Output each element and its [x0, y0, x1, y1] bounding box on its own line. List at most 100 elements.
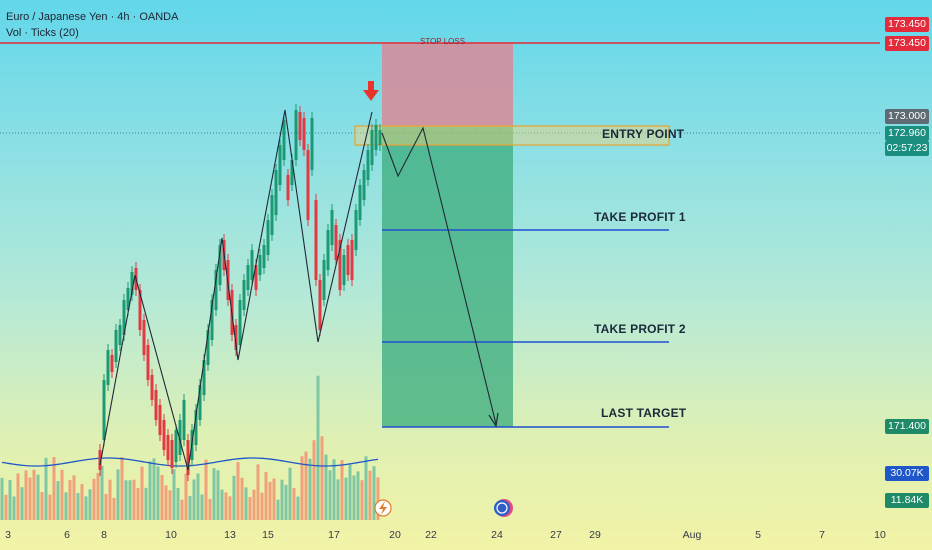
volume-bar: [76, 493, 80, 520]
volume-bar: [352, 475, 356, 520]
candle-body: [214, 270, 218, 310]
volume-bar: [32, 469, 36, 520]
projection-arrowhead: [488, 412, 499, 428]
candle-body: [210, 300, 214, 340]
volume-bar: [152, 458, 156, 520]
candle-body: [98, 450, 102, 470]
candle-body: [118, 325, 122, 345]
candle-body: [286, 175, 290, 200]
time-tick: 3: [5, 529, 11, 541]
candle-body: [106, 350, 110, 385]
time-tick: 27: [550, 529, 562, 541]
volume-bar: [96, 472, 100, 520]
time-tick: 10: [165, 529, 177, 541]
volume-bar: [132, 479, 136, 520]
volume-bar: [232, 475, 236, 520]
volume-bar: [144, 487, 148, 520]
candle-body: [330, 210, 334, 245]
candle-body: [370, 130, 374, 165]
candle-body: [366, 150, 370, 180]
volume-bar: [288, 467, 292, 520]
candle-body: [306, 150, 310, 220]
down-arrow-icon: [363, 81, 379, 101]
volume-bar: [88, 489, 92, 520]
candle-body: [290, 160, 294, 185]
candle-body: [182, 400, 186, 440]
time-tick: 8: [101, 529, 107, 541]
volume-bars: [0, 375, 380, 520]
volume-bar: [12, 496, 16, 520]
candle-body: [142, 320, 146, 355]
price-chart[interactable]: 173.600173.400173.200173.000172.800172.6…: [0, 0, 880, 522]
volume-bar: [336, 479, 340, 520]
volume-bar: [196, 473, 200, 520]
entry-zone-box[interactable]: [354, 125, 670, 146]
volume-bar: [4, 494, 8, 520]
candle-body: [242, 280, 246, 310]
time-tick: 5: [755, 529, 761, 541]
volume-bar: [300, 456, 304, 520]
volume-bar: [40, 492, 44, 520]
volume-bar: [348, 464, 352, 520]
stop-loss-zone[interactable]: [382, 43, 513, 127]
candle-body: [198, 385, 202, 420]
volume-bar: [312, 440, 316, 520]
volume-bar: [136, 488, 140, 520]
candle-body: [110, 355, 114, 372]
volume-bar: [228, 496, 232, 520]
indicator-label[interactable]: Vol · Ticks (20): [6, 27, 79, 39]
target-zone[interactable]: [382, 127, 513, 427]
volume-bar: [0, 477, 4, 520]
candle-body: [202, 360, 206, 395]
candle-body: [238, 300, 242, 345]
candle-body: [246, 265, 250, 290]
volume-bar: [364, 456, 368, 520]
volume-bar: [192, 479, 196, 520]
candlesticks: [98, 104, 382, 481]
time-tick: 7: [819, 529, 825, 541]
volume-bar: [100, 465, 104, 520]
volume-bar: [140, 466, 144, 520]
volume-bar: [8, 480, 12, 520]
candle-body: [350, 240, 354, 280]
volume-bar: [84, 496, 88, 520]
candle-body: [322, 260, 326, 300]
candle-body: [310, 118, 314, 170]
volume-bar: [160, 475, 164, 520]
volume-bar: [244, 487, 248, 520]
volume-bar: [200, 494, 204, 520]
volume-bar: [332, 459, 336, 520]
volume-bar: [308, 458, 312, 520]
volume-bar: [320, 436, 324, 520]
volume-bar: [16, 473, 20, 520]
candle-body: [254, 265, 258, 290]
stop-loss-label: STOP LOSS: [420, 37, 466, 46]
entry-price-badge: 173.000: [885, 109, 929, 124]
volume-bar: [208, 498, 212, 520]
candle-body: [194, 410, 198, 445]
volume-bar: [316, 375, 320, 520]
candle-body: [162, 420, 166, 450]
candle-body: [146, 345, 150, 380]
candle-body: [114, 330, 118, 362]
calendar-event-icon[interactable]: [494, 499, 513, 517]
volume-bar: [252, 489, 256, 520]
volume-bar: [376, 477, 380, 520]
candle-body: [218, 245, 222, 285]
volume-bar: [68, 479, 72, 520]
candle-body: [250, 250, 254, 280]
time-tick: 24: [491, 529, 503, 541]
volume-bar: [72, 475, 76, 520]
zigzag-pattern[interactable]: [99, 109, 373, 471]
lightning-icon[interactable]: [374, 499, 392, 517]
volume-bar: [360, 480, 364, 520]
candle-body: [362, 170, 366, 200]
candle-body: [270, 195, 274, 235]
volume-moving-average: [1, 457, 379, 467]
symbol-title[interactable]: Euro / Japanese Yen · 4h · OANDA: [6, 11, 179, 23]
volume-bar: [128, 480, 132, 520]
volume-bar: [260, 492, 264, 520]
projection-path[interactable]: [381, 126, 497, 425]
candle-body: [294, 110, 298, 160]
